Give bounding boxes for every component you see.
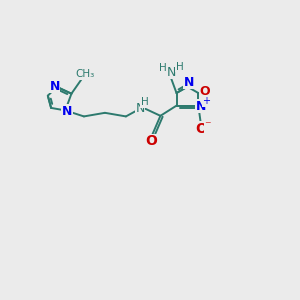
Text: ⁻: ⁻	[205, 119, 211, 133]
Text: O: O	[200, 85, 210, 98]
Text: N: N	[50, 80, 60, 93]
Text: +: +	[202, 96, 210, 106]
Text: CH₃: CH₃	[75, 69, 94, 79]
Text: O: O	[195, 122, 207, 136]
Text: H: H	[176, 61, 183, 72]
Text: H: H	[159, 63, 167, 73]
Text: N: N	[62, 104, 72, 118]
Text: O: O	[145, 134, 157, 148]
Text: N: N	[196, 100, 206, 113]
Text: H: H	[141, 97, 149, 107]
Text: N: N	[184, 76, 194, 89]
Text: N: N	[167, 65, 176, 79]
Text: N: N	[135, 101, 145, 115]
